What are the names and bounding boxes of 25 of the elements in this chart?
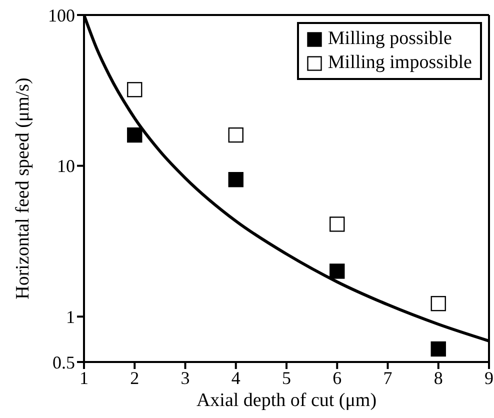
y-tick-label: 100	[48, 5, 75, 26]
x-tick-label: 1	[80, 368, 88, 388]
legend-label: Milling impossible	[328, 51, 472, 75]
x-axis-title: Axial depth of cut (μm)	[196, 390, 377, 411]
x-tick-label: 8	[434, 368, 443, 388]
y-tick-label: 1	[66, 306, 75, 327]
point	[330, 216, 345, 232]
point	[228, 172, 244, 188]
point	[430, 296, 446, 312]
y-tick-label: 10	[57, 156, 75, 176]
point	[330, 264, 345, 279]
x-tick-label: 3	[180, 368, 190, 388]
x-tick-label: 7	[383, 368, 392, 388]
y-tick-label: 0.5	[52, 352, 75, 372]
point	[127, 82, 142, 98]
x-tick-label: 9	[484, 368, 494, 388]
y-axis-title: Horizontal feed speed (μm/s)	[12, 78, 34, 300]
x-tick-label: 2	[130, 368, 140, 388]
legend-label: Milling possible	[328, 27, 452, 51]
x-tick-label: 5	[282, 368, 291, 388]
point	[228, 127, 244, 143]
point	[127, 127, 142, 143]
x-tick-label: 4	[231, 368, 240, 388]
point	[430, 341, 446, 357]
x-tick-label: 6	[332, 368, 342, 388]
